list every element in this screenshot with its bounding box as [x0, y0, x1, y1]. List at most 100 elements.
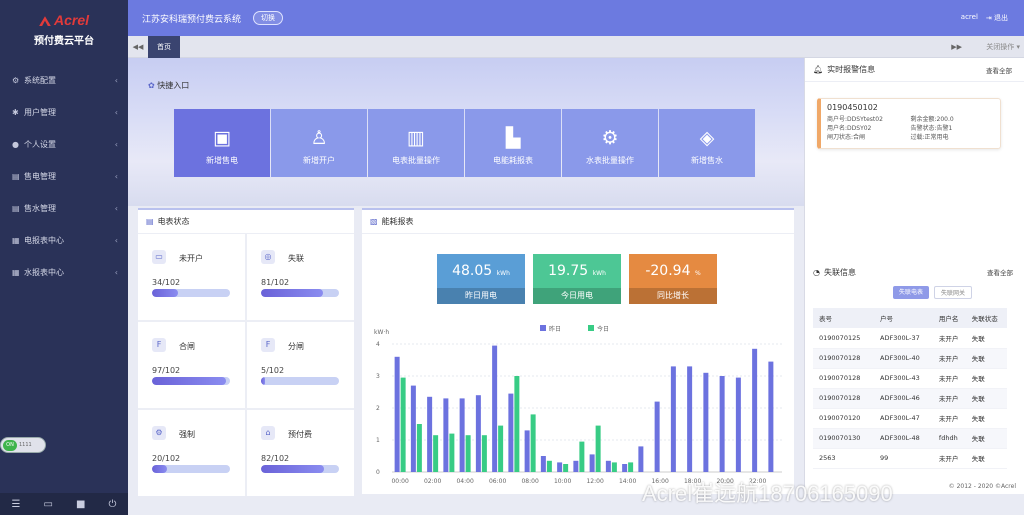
- quick-item-label: 电能耗报表: [493, 156, 533, 165]
- status-card-open[interactable]: F 分闸 5/102: [247, 322, 354, 408]
- menu-icon[interactable]: ☰: [11, 498, 21, 510]
- quick-meter-batch[interactable]: ▥ 电表批量操作: [368, 109, 464, 177]
- column-header: 用户名: [932, 308, 966, 328]
- monitor-icon[interactable]: ▭: [43, 498, 53, 510]
- meter-status-header: ▤ 电表状态: [138, 210, 354, 234]
- quick-add-water-sale[interactable]: ◈ 新增售水: [659, 109, 755, 177]
- table-cell: ADF300L-43: [874, 368, 933, 389]
- status-progress: [261, 465, 339, 473]
- meter-status-panel: ▤ 电表状态 ▭ 未开户 34/102 ◎ 失联 81/102 F 合闸 97/102 F 分闸…: [138, 208, 354, 496]
- quick-energy-report[interactable]: ▙ 电能耗报表: [465, 109, 561, 177]
- table-icon: ▤: [146, 217, 154, 226]
- sidebar-item-system-config[interactable]: ⚙ 系统配置 ‹: [0, 64, 128, 96]
- progress-fill: [152, 465, 168, 473]
- status-progress: [261, 289, 339, 297]
- sidebar-item-user-mgmt[interactable]: ✱ 用户管理 ‹: [0, 96, 128, 128]
- table-row[interactable]: 0190070125 ADF300L-37 未开户 失联: [813, 328, 1007, 349]
- table-cell: ADF300L-48: [874, 428, 933, 449]
- toggle-knob: ON: [3, 439, 17, 451]
- status-count: 20/102: [152, 454, 181, 463]
- sidebar-item-label: 售电管理: [24, 171, 56, 181]
- table-cell: ADF300L-46: [874, 388, 933, 409]
- sidebar-item-water-reports[interactable]: ▦ 水报表中心 ‹: [0, 256, 128, 288]
- x-tick-label: 16:00: [651, 478, 668, 485]
- alarm-field: 剩余金额:200.0: [910, 116, 954, 123]
- table-row[interactable]: 2563 99 未开户 失联: [813, 448, 1007, 469]
- tab-scroll-right-icon[interactable]: ▶▶: [951, 42, 962, 51]
- sidebar-item-sell-power[interactable]: ▤ 售电管理 ‹: [0, 160, 128, 192]
- bar-yesterday: [589, 454, 595, 472]
- bar-yesterday: [768, 361, 774, 472]
- status-progress: [261, 377, 339, 385]
- username[interactable]: acrel: [960, 13, 978, 21]
- table-row[interactable]: 0190070128 ADF300L-43 未开户 失联: [813, 368, 1007, 389]
- water-drop-icon: ◈: [699, 127, 715, 149]
- column-header: 表号: [813, 308, 874, 328]
- status-count: 97/102: [152, 366, 181, 375]
- status-card-prepaid[interactable]: ⌂ 预付费 82/102: [247, 410, 354, 496]
- status-card-offline[interactable]: ◎ 失联 81/102: [247, 234, 354, 320]
- sidebar: Acrel 预付费云平台 ⚙ 系统配置 ‹ ✱ 用户管理 ‹ ● 个人设置 ‹ ▤ 售电管理 ‹…: [0, 0, 128, 515]
- quick-add-power-sale[interactable]: ▣ 新增售电: [174, 109, 270, 177]
- quick-add-account[interactable]: ♙ 新增开户: [271, 109, 367, 177]
- status-label: 强制: [179, 430, 195, 439]
- table-row[interactable]: 0190070128 ADF300L-40 未开户 失联: [813, 348, 1007, 369]
- sidebar-item-personal[interactable]: ● 个人设置 ‹: [0, 128, 128, 160]
- alarm-view-all-link[interactable]: 查看全部: [986, 66, 1012, 75]
- alarm-field: 商户号:DDSYtest02: [827, 116, 883, 123]
- status-card-closed[interactable]: F 合闸 97/102: [138, 322, 245, 408]
- switch-button[interactable]: 切换: [253, 11, 284, 25]
- column-header: 户号: [874, 308, 933, 328]
- bar-yesterday: [524, 430, 530, 472]
- alarm-card[interactable]: 0190450102 商户号:DDSYtest02 剩余金额:200.0 用户名:…: [817, 98, 1001, 149]
- quick-water-batch[interactable]: ⚙ 水表批量操作: [562, 109, 658, 177]
- legend-label: 昨日: [549, 325, 561, 333]
- lost-view-all-link[interactable]: 查看全部: [987, 269, 1013, 277]
- x-tick-label: 18:00: [684, 478, 701, 485]
- table-row[interactable]: 0190070130 ADF300L-48 fdhdh 失联: [813, 428, 1007, 449]
- panel-title: 电表状态: [157, 217, 190, 226]
- lost-gateways-button[interactable]: 失联网关: [934, 286, 973, 299]
- table-cell: 失联: [965, 348, 1007, 369]
- power-icon[interactable]: ⏻: [108, 498, 117, 510]
- chevron-left-icon: ‹: [114, 267, 118, 277]
- status-card-unopened[interactable]: ▭ 未开户 34/102: [138, 234, 245, 320]
- stat-value: -20.94 %: [629, 254, 717, 288]
- bar-today: [498, 425, 504, 472]
- stat-yoy: -20.94 % 同比增长: [629, 254, 717, 304]
- floating-toggle[interactable]: ON 1111: [0, 437, 46, 453]
- lock-icon[interactable]: ■: [76, 498, 86, 510]
- table-row[interactable]: 0190070128 ADF300L-46 未开户 失联: [813, 388, 1007, 409]
- status-card-forced[interactable]: ⚙ 强制 20/102: [138, 410, 245, 496]
- close-ops-dropdown[interactable]: 关闭操作 ▾: [986, 42, 1020, 52]
- alarm-row: 用户名:DDSY02 告警状态:告警1: [827, 124, 994, 133]
- status-count: 5/102: [261, 366, 285, 375]
- table-cell: 未开户: [932, 408, 966, 429]
- energy-report-header: ▧ 能耗报表: [362, 210, 794, 234]
- progress-fill: [152, 289, 178, 297]
- y-tick-label: 2: [376, 405, 380, 412]
- tab-home[interactable]: 首页: [148, 35, 180, 58]
- logout-button[interactable]: ⇥ 退出: [986, 13, 1008, 23]
- legend-label: 今日: [597, 325, 609, 333]
- table-row[interactable]: 0190070120 ADF300L-47 未开户 失联: [813, 408, 1007, 429]
- brand-logo: Acrel: [0, 12, 128, 28]
- table-cell: 失联: [965, 368, 1007, 389]
- chevron-left-icon: ‹: [114, 203, 118, 213]
- close-ops-label: 关闭操作: [986, 42, 1015, 51]
- lost-meters-button[interactable]: 失联电表: [893, 286, 930, 299]
- bar-yesterday: [540, 456, 546, 472]
- bar-today: [514, 376, 520, 472]
- chevron-left-icon: ‹: [114, 139, 118, 149]
- sidebar-item-sell-water[interactable]: ▤ 售水管理 ‹: [0, 192, 128, 224]
- y-tick-label: 0: [376, 469, 380, 476]
- table-header-row: 表号 户号 用户名 失联状态: [813, 308, 1007, 328]
- lost-section: ◔ 失联信息 查看全部: [805, 260, 1024, 284]
- bar-today: [595, 425, 601, 472]
- bar-yesterday: [735, 377, 741, 472]
- bar-yesterday: [605, 460, 611, 472]
- energy-stats: 48.05 kWh 昨日用电 19.75 kWh 今日用电 -20.94 % 同比增长: [437, 254, 717, 304]
- tab-scroll-left-icon[interactable]: ◀◀: [132, 42, 144, 51]
- quick-item-label: 水表批量操作: [586, 156, 634, 165]
- sidebar-item-power-reports[interactable]: ▦ 电报表中心 ‹: [0, 224, 128, 256]
